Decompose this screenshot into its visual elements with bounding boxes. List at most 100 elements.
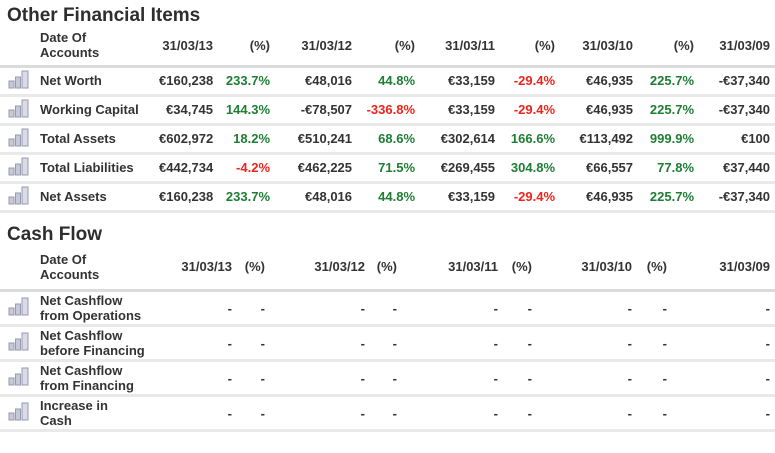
row-label: Working Capital	[38, 95, 159, 126]
cell-percent: -	[637, 325, 673, 362]
cell-percent: -29.4%	[500, 182, 561, 213]
cell-percent: -	[503, 395, 538, 432]
cell-percent: 44.8%	[357, 66, 421, 97]
bar-chart-icon[interactable]	[8, 157, 30, 176]
bar-chart-icon[interactable]	[8, 367, 30, 386]
column-header-pct: (%)	[500, 26, 561, 68]
column-header-date: 31/03/12	[270, 244, 371, 292]
column-header-date: 31/03/12	[275, 26, 358, 68]
cell-value: -	[402, 290, 504, 327]
table-row-net-cashflow-before-financing: Net Cashflow before Financing - - - - - …	[0, 325, 775, 362]
cell-percent: 68.6%	[357, 124, 421, 155]
cell-value: -	[270, 325, 371, 362]
cell-value: €46,935	[560, 66, 639, 97]
icon-cell	[0, 124, 38, 155]
table-row-net-assets: Net Assets €160,238 233.7% €48,016 44.8%…	[0, 182, 775, 213]
column-header-date: 31/03/11	[402, 244, 504, 292]
cell-percent: 166.6%	[500, 124, 561, 155]
cell-value: €46,935	[560, 182, 639, 213]
cell-percent: -	[503, 360, 538, 397]
column-header-pct: (%)	[218, 26, 276, 68]
column-header-date: 31/03/10	[560, 26, 639, 68]
cell-percent: -	[637, 360, 673, 397]
row-label: Total Liabilities	[38, 153, 159, 184]
cell-value: -	[537, 290, 638, 327]
cell-percent: 77.8%	[638, 153, 700, 184]
column-header-date: 31/03/11	[420, 26, 501, 68]
column-header-date: 31/03/13	[158, 244, 238, 292]
column-header-pct: (%)	[503, 244, 538, 292]
icon-cell	[0, 395, 38, 432]
cell-percent: -	[503, 290, 538, 327]
bar-chart-icon[interactable]	[8, 128, 30, 147]
cell-value: -	[402, 325, 504, 362]
table-row-total-liabilities: Total Liabilities €442,734 -4.2% €462,22…	[0, 153, 775, 184]
cell-value: -	[270, 360, 371, 397]
cell-value: -	[537, 360, 638, 397]
cell-percent: -	[237, 325, 271, 362]
row-label: Net Assets	[38, 182, 159, 213]
cell-percent: 999.9%	[638, 124, 700, 155]
cell-value: €462,225	[275, 153, 358, 184]
cell-value: -	[402, 395, 504, 432]
cell-value: -	[158, 360, 238, 397]
cell-percent: 225.7%	[638, 66, 700, 97]
table-row-increase-in-cash: Increase in Cash - - - - - - - - -	[0, 395, 775, 432]
bar-chart-icon[interactable]	[8, 402, 30, 421]
table-row-working-capital: Working Capital €34,745 144.3% -€78,507 …	[0, 95, 775, 126]
cell-value: -€37,340	[699, 95, 775, 126]
cell-percent: 18.2%	[218, 124, 276, 155]
cell-value: €510,241	[275, 124, 358, 155]
cell-percent: -	[237, 360, 271, 397]
bar-chart-icon[interactable]	[8, 70, 30, 89]
cell-percent: -	[503, 325, 538, 362]
cell-percent: -	[637, 395, 673, 432]
row-label: Net Cashflow before Financing	[38, 325, 159, 362]
cell-percent: 233.7%	[218, 66, 276, 97]
cell-value: -	[158, 290, 238, 327]
cell-percent: -4.2%	[218, 153, 276, 184]
column-header-date: 31/03/09	[672, 244, 775, 292]
cell-percent: 304.8%	[500, 153, 561, 184]
cell-value: -	[158, 395, 238, 432]
cell-value: €66,557	[560, 153, 639, 184]
cell-value: -	[402, 360, 504, 397]
cell-value: -	[537, 325, 638, 362]
cell-percent: -	[370, 360, 403, 397]
bar-chart-icon[interactable]	[8, 99, 30, 118]
cell-percent: -29.4%	[500, 66, 561, 97]
cell-value: €160,238	[158, 66, 219, 97]
cell-value: €442,734	[158, 153, 219, 184]
bar-chart-icon[interactable]	[8, 332, 30, 351]
date-of-accounts-header: Date Of Accounts	[0, 26, 159, 68]
other-financial-items-table: Date Of Accounts 31/03/13 (%) 31/03/12 (…	[0, 26, 775, 213]
table-row-net-cashflow-from-operations: Net Cashflow from Operations - - - - - -…	[0, 290, 775, 327]
section-title-other-financial-items: Other Financial Items	[7, 5, 201, 26]
cash-flow-table: Date Of Accounts 31/03/13 (%) 31/03/12 (…	[0, 244, 775, 432]
table-header-row: Date Of Accounts 31/03/13 (%) 31/03/12 (…	[0, 26, 775, 68]
table-row-total-assets: Total Assets €602,972 18.2% €510,241 68.…	[0, 124, 775, 155]
row-label: Net Worth	[38, 66, 159, 97]
cell-value: -	[537, 395, 638, 432]
cell-value: -	[270, 395, 371, 432]
cell-value: -	[158, 325, 238, 362]
column-header-date: 31/03/13	[158, 26, 219, 68]
table-row-net-worth: Net Worth €160,238 233.7% €48,016 44.8% …	[0, 66, 775, 97]
bar-chart-icon[interactable]	[8, 186, 30, 205]
cell-value: €46,935	[560, 95, 639, 126]
cell-percent: 225.7%	[638, 182, 700, 213]
cell-value: -	[672, 290, 775, 327]
section-title-cash-flow: Cash Flow	[7, 223, 103, 245]
cell-value: -€37,340	[699, 182, 775, 213]
row-label: Net Cashflow from Operations	[38, 290, 159, 327]
cell-percent: -	[237, 290, 271, 327]
bar-chart-icon[interactable]	[8, 297, 30, 316]
cell-value: €602,972	[158, 124, 219, 155]
cell-percent: 71.5%	[357, 153, 421, 184]
cell-value: -€78,507	[275, 95, 358, 126]
column-header-pct: (%)	[357, 26, 421, 68]
cell-percent: 144.3%	[218, 95, 276, 126]
row-label: Total Assets	[38, 124, 159, 155]
cell-value: €33,159	[420, 95, 501, 126]
cell-value: €48,016	[275, 66, 358, 97]
